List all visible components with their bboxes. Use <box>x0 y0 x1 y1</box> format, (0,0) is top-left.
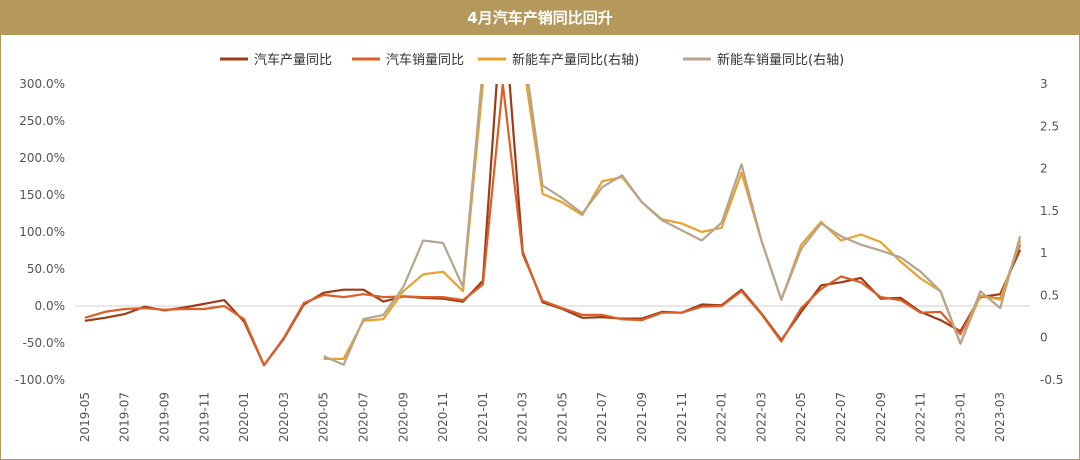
x-tick-label: 2021-07 <box>595 392 609 442</box>
y-right-tick-label: 1.5 <box>1040 204 1059 218</box>
legend-label-1: 汽车产量同比 <box>254 52 332 68</box>
y-left-tick-label: 250.0% <box>19 114 65 128</box>
x-tick-label: 2020-03 <box>277 392 291 442</box>
y-left-tick-label: -50.0% <box>23 336 65 350</box>
series-line-4 <box>323 84 1022 366</box>
x-tick-label: 2020-11 <box>436 392 450 442</box>
x-tick-label: 2021-05 <box>555 392 569 442</box>
y-left-tick-label: 150.0% <box>19 188 65 202</box>
x-tick-label: 2022-07 <box>834 392 848 442</box>
y-right-tick-label: 1 <box>1040 246 1048 260</box>
x-tick-label: 2022-11 <box>914 392 928 442</box>
y-right-tick-label: 0.5 <box>1040 288 1059 302</box>
y-right-tick-label: -0.5 <box>1040 373 1063 387</box>
x-tick-label: 2021-01 <box>476 392 490 442</box>
x-tick-label: 2022-01 <box>715 392 729 442</box>
x-tick-label: 2022-09 <box>874 392 888 442</box>
legend-label-3: 新能车产量同比(右轴) <box>512 52 639 68</box>
y-left-tick-label: 50.0% <box>27 262 65 276</box>
x-tick-label: 2022-05 <box>794 392 808 442</box>
legend-label-2: 汽车销量同比 <box>386 52 464 68</box>
y-left-tick-label: 100.0% <box>19 225 65 239</box>
legend: 汽车产量同比 汽车销量同比 新能车产量同比(右轴) 新能车销量同比(右轴) <box>220 52 844 68</box>
x-tick-label: 2021-09 <box>635 392 649 442</box>
x-tick-label: 2019-05 <box>78 392 92 442</box>
x-tick-label: 2021-11 <box>675 392 689 442</box>
y-left-tick-label: -100.0% <box>15 373 65 387</box>
y-left-tick-label: 200.0% <box>19 151 65 165</box>
y-right-tick-label: 3 <box>1040 77 1048 91</box>
legend-label-4: 新能车销量同比(右轴) <box>717 52 844 68</box>
axes: 300.0% 250.0% 200.0% 150.0% 100.0% 50.0% 0.0% -… <box>15 77 1064 442</box>
series-line-3 <box>323 84 1022 360</box>
x-tick-label: 2023-01 <box>953 392 967 442</box>
series-group <box>84 84 1022 367</box>
series-line-2 <box>84 84 1022 367</box>
x-tick-label: 2020-05 <box>317 392 331 442</box>
x-tick-label: 2020-09 <box>396 392 410 442</box>
y-right-tick-label: 2 <box>1040 162 1048 176</box>
x-tick-label: 2020-01 <box>237 392 251 442</box>
x-tick-label: 2023-03 <box>993 392 1007 442</box>
y-right-tick-label: 0 <box>1040 331 1048 345</box>
x-tick-label: 2021-03 <box>516 392 530 442</box>
x-tick-label: 2022-03 <box>754 392 768 442</box>
x-tick-label: 2020-07 <box>356 392 370 442</box>
y-left-tick-label: 300.0% <box>19 77 65 91</box>
y-right-tick-label: 2.5 <box>1040 119 1059 133</box>
x-tick-label: 2019-09 <box>158 392 172 442</box>
x-tick-label: 2019-11 <box>197 392 211 442</box>
x-tick-label: 2019-07 <box>118 392 132 442</box>
plot-area <box>84 84 1022 367</box>
y-left-tick-label: 0.0% <box>35 299 66 313</box>
chart-title: 4月汽车产销同比回升 <box>1 1 1079 35</box>
